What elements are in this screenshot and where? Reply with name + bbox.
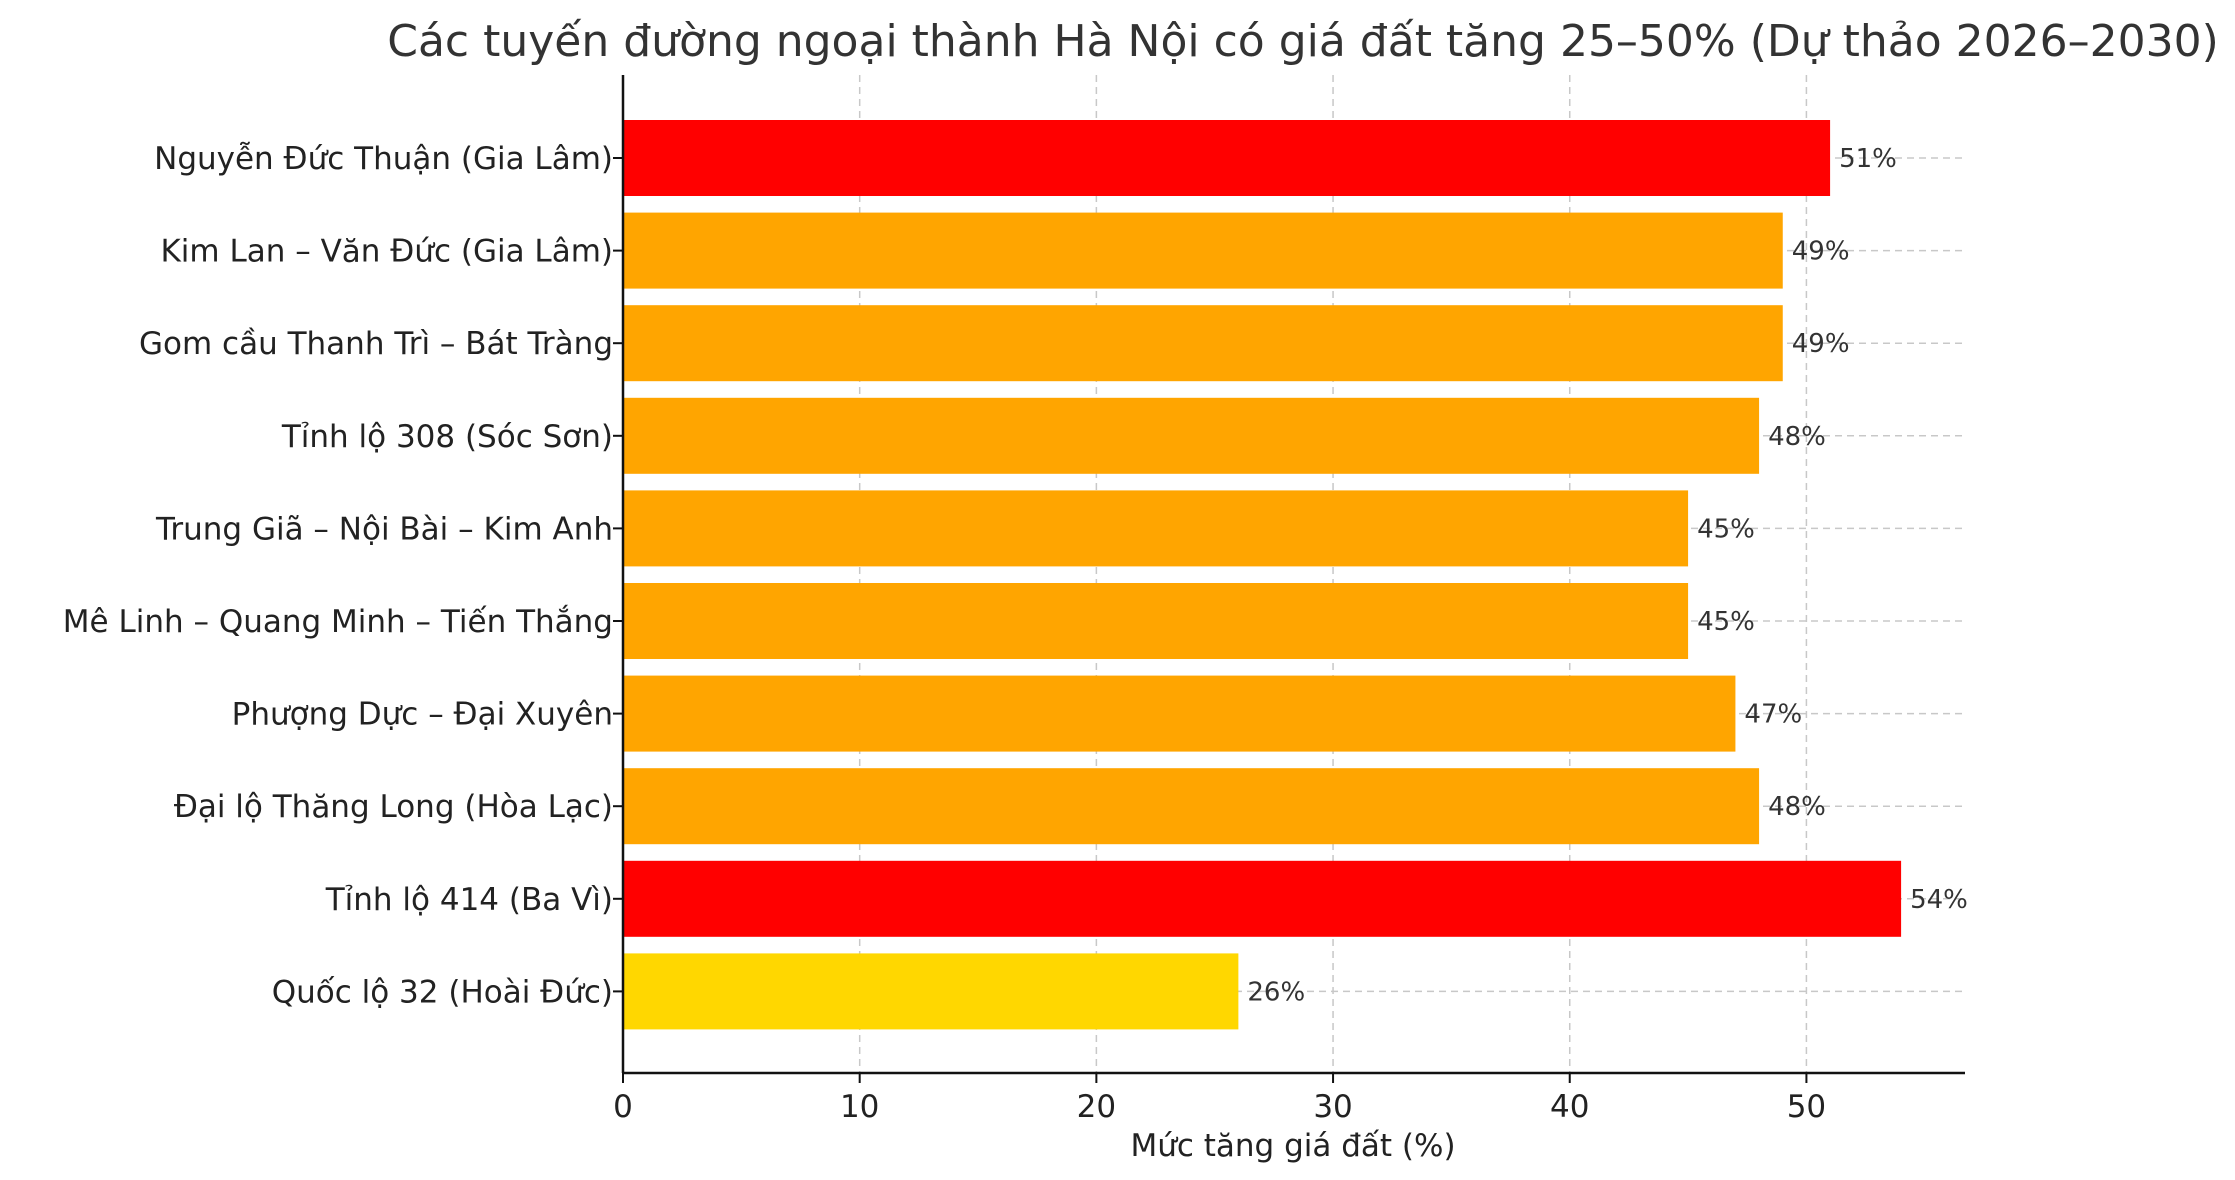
y-axis-ticks: Nguyễn Đức Thuận (Gia Lâm) Kim Lan – Văn … — [63, 141, 623, 1010]
y-tick-label: Tỉnh lộ 308 (Sóc Sơn) — [281, 419, 613, 455]
x-tick-label: 20 — [1077, 1089, 1116, 1125]
bar — [623, 305, 1783, 382]
bar-value-label: 49% — [1792, 329, 1850, 359]
bar-value-label: 47% — [1744, 700, 1802, 730]
bar-value-label: 49% — [1792, 237, 1850, 267]
bar — [623, 397, 1760, 474]
bar-value-label: 48% — [1768, 422, 1826, 452]
y-tick-label: Phượng Dực – Đại Xuyên — [232, 697, 613, 733]
bar — [623, 490, 1689, 567]
y-tick-label: Quốc lộ 32 (Hoài Đức) — [272, 974, 613, 1010]
y-tick-label: Mê Linh – Quang Minh – Tiến Thắng — [63, 604, 613, 640]
bar-value-label: 45% — [1697, 514, 1755, 544]
x-tick-label: 30 — [1313, 1089, 1352, 1125]
bar-value-label: 45% — [1697, 607, 1755, 637]
y-tick-label: Gom cầu Thanh Trì – Bát Tràng — [139, 326, 613, 362]
y-tick-label: Tỉnh lộ 414 (Ba Vì) — [325, 882, 613, 918]
y-tick-label: Đại lộ Thăng Long (Hòa Lạc) — [174, 789, 613, 825]
bar — [623, 675, 1736, 752]
y-tick-label: Kim Lan – Văn Đức (Gia Lâm) — [160, 234, 613, 270]
chart-title: Các tuyến đường ngoại thành Hà Nội có gi… — [387, 16, 2219, 67]
x-tick-label: 50 — [1787, 1089, 1826, 1125]
bar-value-label: 26% — [1247, 977, 1305, 1007]
y-tick-label: Nguyễn Đức Thuận (Gia Lâm) — [154, 141, 613, 177]
bar-value-label: 54% — [1910, 885, 1968, 915]
bar — [623, 212, 1783, 289]
data-labels: 51% 49% 49% 48% 45% 45% 47% 48% 54% 26% — [1247, 144, 1968, 1007]
x-tick-label: 10 — [840, 1089, 879, 1125]
bars — [623, 120, 1902, 1030]
x-axis-ticks: 0 10 20 30 40 50 — [613, 1073, 1826, 1125]
bar — [623, 860, 1902, 937]
y-tick-label: Trung Giã – Nội Bài – Kim Anh — [155, 511, 613, 547]
bar — [623, 120, 1831, 196]
x-tick-label: 40 — [1550, 1089, 1589, 1125]
bar-value-label: 51% — [1839, 144, 1897, 174]
bar — [623, 768, 1760, 845]
x-tick-label: 0 — [613, 1089, 633, 1125]
bar — [623, 953, 1239, 1030]
bar — [623, 583, 1689, 659]
bar-value-label: 48% — [1768, 792, 1826, 822]
x-axis-label: Mức tăng giá đất (%) — [1130, 1128, 1455, 1164]
